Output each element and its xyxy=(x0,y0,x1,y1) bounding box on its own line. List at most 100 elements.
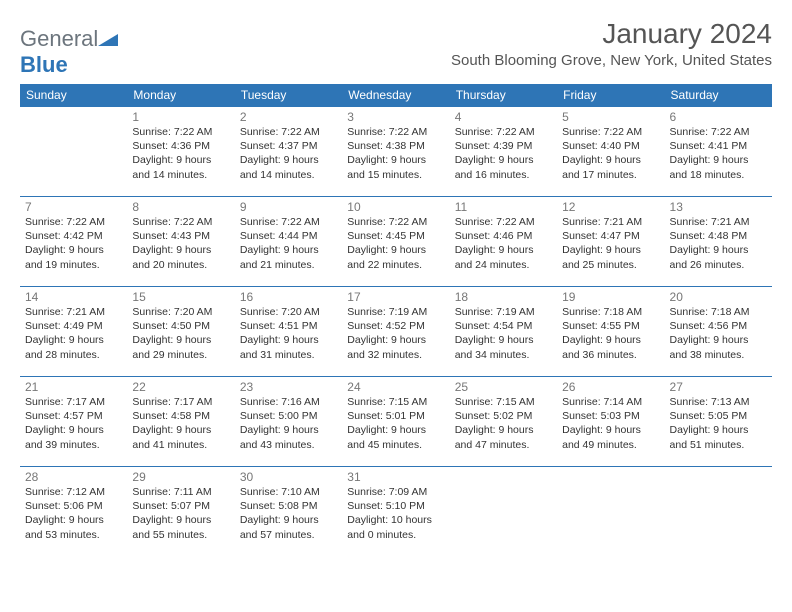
calendar-row: 28Sunrise: 7:12 AMSunset: 5:06 PMDayligh… xyxy=(20,467,772,557)
calendar-cell: 8Sunrise: 7:22 AMSunset: 4:43 PMDaylight… xyxy=(127,197,234,287)
weekday-header: Monday xyxy=(127,84,234,107)
day-info: Sunrise: 7:19 AMSunset: 4:52 PMDaylight:… xyxy=(347,305,444,362)
day-number: 31 xyxy=(347,470,444,484)
day-number: 8 xyxy=(132,200,229,214)
calendar-cell: 9Sunrise: 7:22 AMSunset: 4:44 PMDaylight… xyxy=(235,197,342,287)
calendar-cell: 26Sunrise: 7:14 AMSunset: 5:03 PMDayligh… xyxy=(557,377,664,467)
day-number: 21 xyxy=(25,380,122,394)
calendar-cell: 21Sunrise: 7:17 AMSunset: 4:57 PMDayligh… xyxy=(20,377,127,467)
day-number: 1 xyxy=(132,110,229,124)
day-info: Sunrise: 7:18 AMSunset: 4:56 PMDaylight:… xyxy=(670,305,767,362)
calendar-cell: 18Sunrise: 7:19 AMSunset: 4:54 PMDayligh… xyxy=(450,287,557,377)
calendar-row: 14Sunrise: 7:21 AMSunset: 4:49 PMDayligh… xyxy=(20,287,772,377)
calendar-cell: 27Sunrise: 7:13 AMSunset: 5:05 PMDayligh… xyxy=(665,377,772,467)
day-number: 26 xyxy=(562,380,659,394)
logo-word1: General xyxy=(20,26,98,51)
weekday-header: Friday xyxy=(557,84,664,107)
day-info: Sunrise: 7:21 AMSunset: 4:48 PMDaylight:… xyxy=(670,215,767,272)
calendar-row: 21Sunrise: 7:17 AMSunset: 4:57 PMDayligh… xyxy=(20,377,772,467)
day-info: Sunrise: 7:22 AMSunset: 4:45 PMDaylight:… xyxy=(347,215,444,272)
calendar-cell: 20Sunrise: 7:18 AMSunset: 4:56 PMDayligh… xyxy=(665,287,772,377)
day-number: 12 xyxy=(562,200,659,214)
day-info: Sunrise: 7:19 AMSunset: 4:54 PMDaylight:… xyxy=(455,305,552,362)
day-number: 4 xyxy=(455,110,552,124)
location: South Blooming Grove, New York, United S… xyxy=(451,52,772,69)
calendar-cell: 10Sunrise: 7:22 AMSunset: 4:45 PMDayligh… xyxy=(342,197,449,287)
day-info: Sunrise: 7:22 AMSunset: 4:39 PMDaylight:… xyxy=(455,125,552,182)
calendar-cell: 12Sunrise: 7:21 AMSunset: 4:47 PMDayligh… xyxy=(557,197,664,287)
day-number: 30 xyxy=(240,470,337,484)
day-number: 24 xyxy=(347,380,444,394)
day-number: 10 xyxy=(347,200,444,214)
day-info: Sunrise: 7:22 AMSunset: 4:44 PMDaylight:… xyxy=(240,215,337,272)
calendar-row: 7Sunrise: 7:22 AMSunset: 4:42 PMDaylight… xyxy=(20,197,772,287)
calendar-cell: 13Sunrise: 7:21 AMSunset: 4:48 PMDayligh… xyxy=(665,197,772,287)
calendar-cell: 11Sunrise: 7:22 AMSunset: 4:46 PMDayligh… xyxy=(450,197,557,287)
day-number: 18 xyxy=(455,290,552,304)
calendar-cell: 30Sunrise: 7:10 AMSunset: 5:08 PMDayligh… xyxy=(235,467,342,557)
calendar-cell: 24Sunrise: 7:15 AMSunset: 5:01 PMDayligh… xyxy=(342,377,449,467)
day-number: 15 xyxy=(132,290,229,304)
day-info: Sunrise: 7:22 AMSunset: 4:36 PMDaylight:… xyxy=(132,125,229,182)
day-info: Sunrise: 7:15 AMSunset: 5:01 PMDaylight:… xyxy=(347,395,444,452)
day-number: 7 xyxy=(25,200,122,214)
calendar-row: 1Sunrise: 7:22 AMSunset: 4:36 PMDaylight… xyxy=(20,107,772,197)
day-number: 23 xyxy=(240,380,337,394)
calendar-cell: 14Sunrise: 7:21 AMSunset: 4:49 PMDayligh… xyxy=(20,287,127,377)
logo-word2: Blue xyxy=(20,52,68,77)
calendar-cell: 28Sunrise: 7:12 AMSunset: 5:06 PMDayligh… xyxy=(20,467,127,557)
day-number: 6 xyxy=(670,110,767,124)
calendar-cell: 23Sunrise: 7:16 AMSunset: 5:00 PMDayligh… xyxy=(235,377,342,467)
calendar-cell: 22Sunrise: 7:17 AMSunset: 4:58 PMDayligh… xyxy=(127,377,234,467)
month-title: January 2024 xyxy=(451,18,772,50)
day-number: 11 xyxy=(455,200,552,214)
weekday-header: Sunday xyxy=(20,84,127,107)
calendar-cell: 7Sunrise: 7:22 AMSunset: 4:42 PMDaylight… xyxy=(20,197,127,287)
calendar-cell: 19Sunrise: 7:18 AMSunset: 4:55 PMDayligh… xyxy=(557,287,664,377)
calendar-cell: 6Sunrise: 7:22 AMSunset: 4:41 PMDaylight… xyxy=(665,107,772,197)
logo: General Blue xyxy=(20,18,118,78)
day-number: 2 xyxy=(240,110,337,124)
day-info: Sunrise: 7:21 AMSunset: 4:47 PMDaylight:… xyxy=(562,215,659,272)
day-info: Sunrise: 7:14 AMSunset: 5:03 PMDaylight:… xyxy=(562,395,659,452)
calendar-cell: 5Sunrise: 7:22 AMSunset: 4:40 PMDaylight… xyxy=(557,107,664,197)
day-number: 29 xyxy=(132,470,229,484)
day-number: 17 xyxy=(347,290,444,304)
logo-triangle-icon xyxy=(98,26,118,40)
calendar-cell: 2Sunrise: 7:22 AMSunset: 4:37 PMDaylight… xyxy=(235,107,342,197)
day-number: 5 xyxy=(562,110,659,124)
calendar-thead: SundayMondayTuesdayWednesdayThursdayFrid… xyxy=(20,84,772,107)
calendar-cell: 16Sunrise: 7:20 AMSunset: 4:51 PMDayligh… xyxy=(235,287,342,377)
day-info: Sunrise: 7:22 AMSunset: 4:43 PMDaylight:… xyxy=(132,215,229,272)
weekday-header: Saturday xyxy=(665,84,772,107)
header: General Blue January 2024 South Blooming… xyxy=(20,18,772,78)
calendar-cell: 15Sunrise: 7:20 AMSunset: 4:50 PMDayligh… xyxy=(127,287,234,377)
day-info: Sunrise: 7:22 AMSunset: 4:42 PMDaylight:… xyxy=(25,215,122,272)
calendar-cell: 29Sunrise: 7:11 AMSunset: 5:07 PMDayligh… xyxy=(127,467,234,557)
calendar-cell: 4Sunrise: 7:22 AMSunset: 4:39 PMDaylight… xyxy=(450,107,557,197)
calendar-cell xyxy=(20,107,127,197)
day-info: Sunrise: 7:11 AMSunset: 5:07 PMDaylight:… xyxy=(132,485,229,542)
calendar-cell: 3Sunrise: 7:22 AMSunset: 4:38 PMDaylight… xyxy=(342,107,449,197)
day-info: Sunrise: 7:18 AMSunset: 4:55 PMDaylight:… xyxy=(562,305,659,362)
day-info: Sunrise: 7:09 AMSunset: 5:10 PMDaylight:… xyxy=(347,485,444,542)
day-number: 9 xyxy=(240,200,337,214)
day-info: Sunrise: 7:13 AMSunset: 5:05 PMDaylight:… xyxy=(670,395,767,452)
calendar-cell xyxy=(665,467,772,557)
weekday-header: Thursday xyxy=(450,84,557,107)
calendar-cell xyxy=(450,467,557,557)
day-info: Sunrise: 7:16 AMSunset: 5:00 PMDaylight:… xyxy=(240,395,337,452)
day-info: Sunrise: 7:22 AMSunset: 4:40 PMDaylight:… xyxy=(562,125,659,182)
day-info: Sunrise: 7:10 AMSunset: 5:08 PMDaylight:… xyxy=(240,485,337,542)
weekday-header: Tuesday xyxy=(235,84,342,107)
day-number: 13 xyxy=(670,200,767,214)
calendar-cell: 1Sunrise: 7:22 AMSunset: 4:36 PMDaylight… xyxy=(127,107,234,197)
day-number: 14 xyxy=(25,290,122,304)
logo-text: General Blue xyxy=(20,26,118,78)
day-number: 25 xyxy=(455,380,552,394)
weekday-header: Wednesday xyxy=(342,84,449,107)
day-info: Sunrise: 7:22 AMSunset: 4:38 PMDaylight:… xyxy=(347,125,444,182)
day-info: Sunrise: 7:22 AMSunset: 4:41 PMDaylight:… xyxy=(670,125,767,182)
calendar-cell: 17Sunrise: 7:19 AMSunset: 4:52 PMDayligh… xyxy=(342,287,449,377)
day-info: Sunrise: 7:17 AMSunset: 4:58 PMDaylight:… xyxy=(132,395,229,452)
